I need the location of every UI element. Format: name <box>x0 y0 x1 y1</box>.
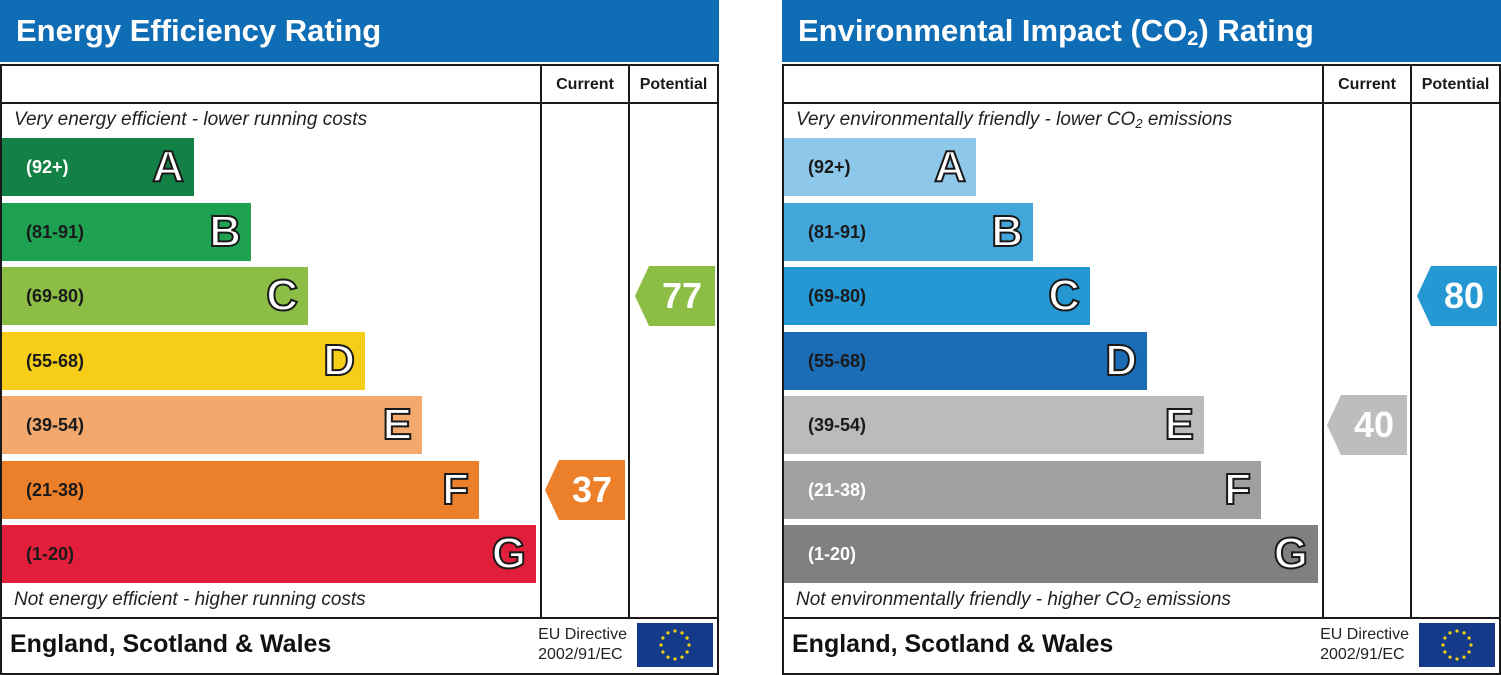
rating-band-b: (81-91) B <box>2 202 251 261</box>
band-range-label: (81-91) <box>808 221 867 242</box>
potential-rating-value: 77 <box>661 275 703 316</box>
badge-arrow <box>545 459 625 520</box>
band-letter: G <box>1273 528 1309 579</box>
column-divider <box>1322 66 1324 619</box>
rating-band-g: (1-20) G <box>784 525 1318 583</box>
bottom-caption: Not energy efficient - higher running co… <box>14 589 366 610</box>
badge-arrow <box>635 266 715 326</box>
band-range-label: (1-20) <box>26 544 75 564</box>
rating-band-c: (69-80) C <box>2 267 308 325</box>
band-letter: C <box>265 270 299 321</box>
band-letter: A <box>151 141 185 192</box>
band-letter: B <box>990 206 1024 257</box>
rating-band-a: (92+) A <box>2 138 194 196</box>
rating-band-b: (81-91) B <box>784 202 1033 261</box>
rating-band-f: (21-38) F <box>784 460 1261 519</box>
environmental-impact-panel: Environmental Impact (CO2) Rating Curren… <box>782 0 1501 675</box>
rating-band-d: (55-68) D <box>784 331 1147 390</box>
band-range-label: (55-68) <box>808 350 867 371</box>
band-range-label: (21-38) <box>26 479 85 500</box>
chart-title: Environmental Impact (CO2) Rating <box>782 0 1501 62</box>
band-letter: D <box>322 335 356 386</box>
eu-directive: EU Directive 2002/91/EC <box>1320 625 1409 665</box>
band-letter: B <box>208 206 242 257</box>
current-rating-value: 40 <box>1353 404 1395 445</box>
rating-band-e: (39-54) E <box>2 396 422 454</box>
band-range-label: (1-20) <box>808 544 857 564</box>
column-divider <box>628 66 630 619</box>
footer-region: England, Scotland & Wales <box>10 630 332 658</box>
band-range-label: (69-80) <box>26 286 85 306</box>
band-letter: E <box>1164 399 1195 450</box>
potential-rating-value: 80 <box>1443 275 1485 316</box>
potential-rating-badge: 80 <box>1417 266 1497 326</box>
title-subscript: 2 <box>1187 28 1199 50</box>
column-divider <box>1410 66 1412 619</box>
band-range-label: (69-80) <box>808 286 867 306</box>
bottom-caption: Not environmentally friendly - higher CO… <box>796 589 1231 611</box>
band-range-label: (55-68) <box>26 350 85 371</box>
rating-band-f: (21-38) F <box>2 460 479 519</box>
eu-flag-icon <box>637 623 713 667</box>
top-caption-suffix: emissions <box>1142 109 1233 130</box>
energy-efficiency-panel: Energy Efficiency Rating Current Potenti… <box>0 0 719 675</box>
band-letter: G <box>491 528 527 579</box>
band-range-label: (21-38) <box>808 479 867 500</box>
column-divider <box>540 66 542 619</box>
rating-band-c: (69-80) C <box>784 267 1090 325</box>
rating-band-a: (92+) A <box>784 138 976 196</box>
band-range-label: (92+) <box>26 157 69 177</box>
header-divider <box>784 102 1499 104</box>
eu-directive-line2: 2002/91/EC <box>1320 646 1405 663</box>
band-letter: E <box>382 399 413 450</box>
potential-rating-badge: 77 <box>635 266 715 326</box>
badge-arrow <box>1417 266 1497 326</box>
eu-flag-icon <box>1419 623 1495 667</box>
chart-frame: Current Potential Very environmentally f… <box>782 64 1501 675</box>
eu-directive-line1: EU Directive <box>538 626 627 643</box>
top-caption-subscript: 2 <box>1135 116 1143 131</box>
eu-directive-line2: 2002/91/EC <box>538 646 623 663</box>
band-letter: F <box>441 464 470 515</box>
column-header-current: Current <box>1338 76 1396 93</box>
bottom-caption-subscript: 2 <box>1133 596 1142 611</box>
chart-title: Energy Efficiency Rating <box>0 0 719 62</box>
column-header-current: Current <box>556 76 614 93</box>
band-range-label: (81-91) <box>26 221 85 242</box>
current-rating-badge: 40 <box>1327 395 1407 455</box>
current-rating-value: 37 <box>571 468 613 510</box>
footer-divider <box>784 617 1499 619</box>
badge-arrow <box>1327 395 1407 455</box>
band-range-label: (39-54) <box>808 415 867 435</box>
eu-directive-line1: EU Directive <box>1320 626 1409 643</box>
footer-region: England, Scotland & Wales <box>792 630 1114 658</box>
eu-directive: EU Directive 2002/91/EC <box>538 625 627 665</box>
column-header-potential: Potential <box>1421 76 1490 93</box>
top-caption-prefix: Very environmentally friendly - lower CO <box>796 109 1136 130</box>
top-caption: Very environmentally friendly - lower CO… <box>796 109 1232 131</box>
band-letter: C <box>1047 270 1081 321</box>
band-range-label: (92+) <box>808 157 851 177</box>
band-letter: D <box>1104 335 1138 386</box>
band-letter: A <box>933 141 967 192</box>
current-rating-badge: 37 <box>545 459 625 520</box>
header-divider <box>2 102 717 104</box>
chart-frame: Current Potential Very energy efficient … <box>0 64 719 675</box>
bottom-caption-prefix: Not environmentally friendly - higher CO <box>796 589 1134 610</box>
title-suffix: ) Rating <box>1198 13 1314 48</box>
bottom-caption-suffix: emissions <box>1141 589 1231 610</box>
title-prefix: Environmental Impact (CO <box>798 13 1188 48</box>
column-header-potential: Potential <box>639 76 708 93</box>
rating-band-e: (39-54) E <box>784 396 1204 454</box>
top-caption: Very energy efficient - lower running co… <box>14 109 368 130</box>
band-letter: F <box>1223 464 1252 515</box>
band-range-label: (39-54) <box>26 415 85 435</box>
rating-band-d: (55-68) D <box>2 331 365 390</box>
rating-band-g: (1-20) G <box>2 525 536 583</box>
footer-divider <box>2 617 717 619</box>
